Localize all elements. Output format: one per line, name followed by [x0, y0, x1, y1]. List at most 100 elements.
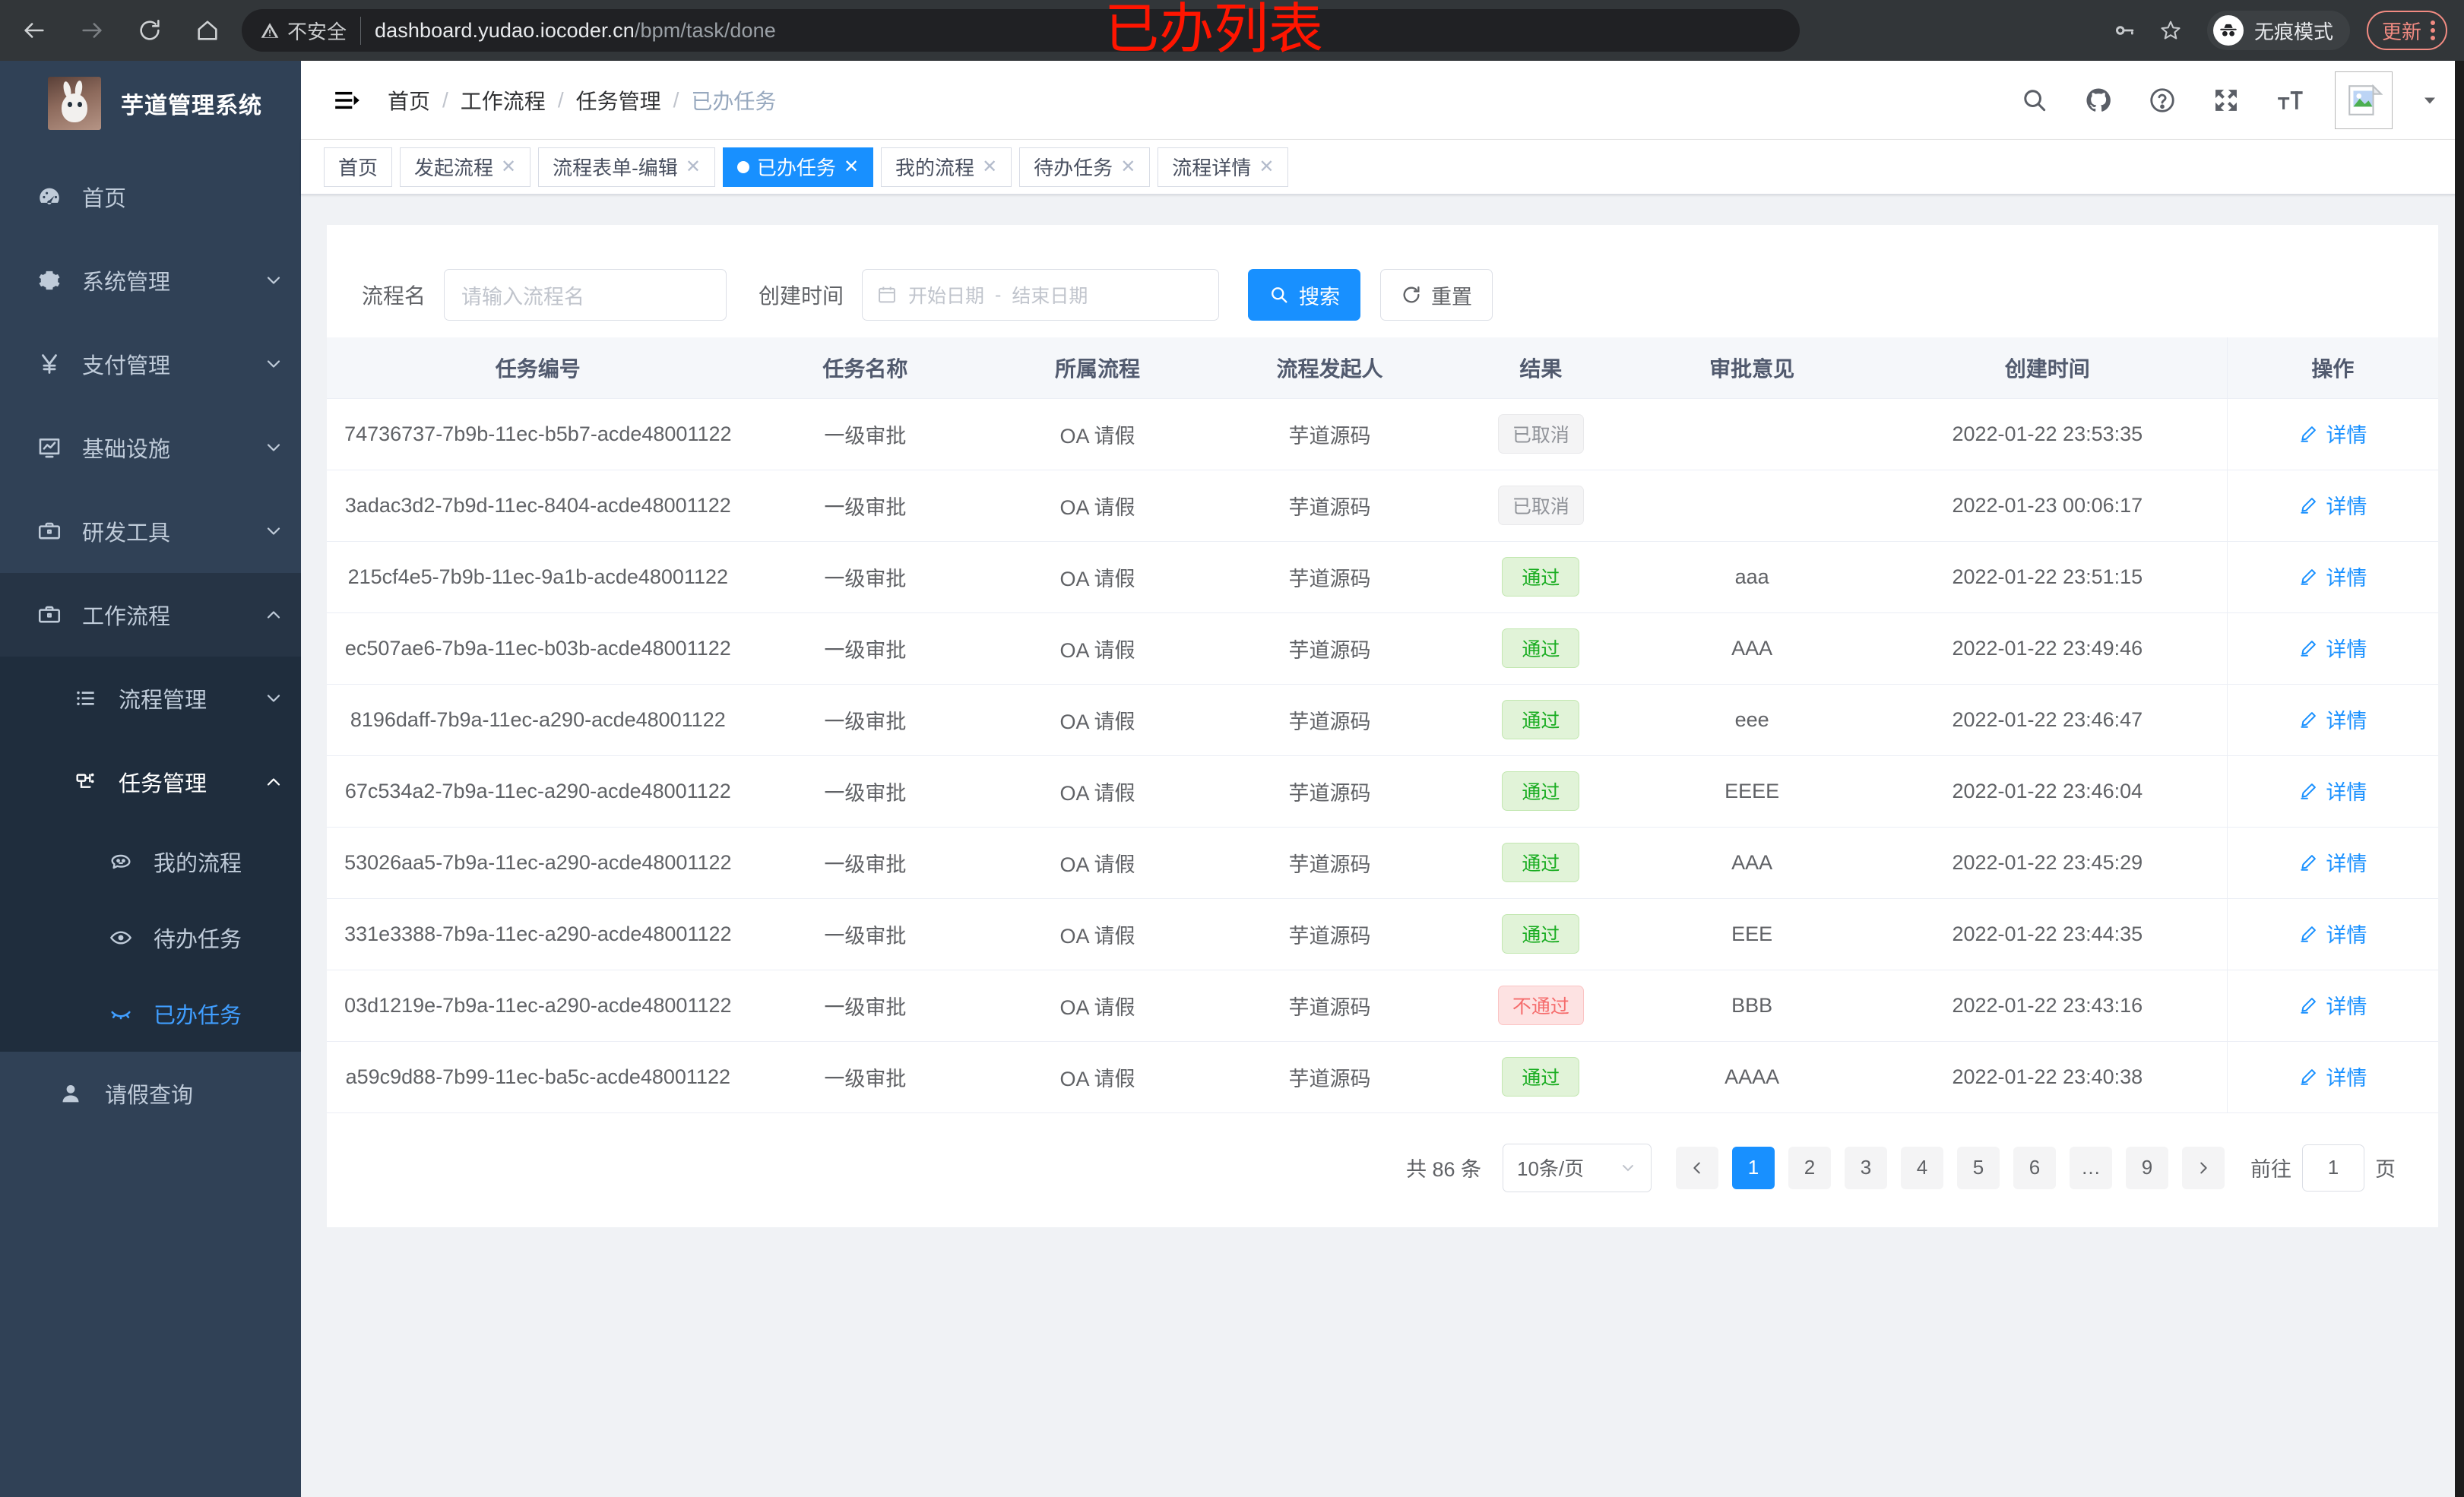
- page-button-5[interactable]: 5: [1957, 1146, 2000, 1189]
- chrome-menu-icon[interactable]: [2431, 21, 2435, 40]
- sidebar-item-task-management[interactable]: 任务管理: [0, 740, 301, 824]
- search-icon[interactable]: [2016, 81, 2054, 119]
- forward-button[interactable]: [74, 13, 109, 48]
- tab-process-detail[interactable]: 流程详情 ✕: [1158, 147, 1289, 187]
- cell-created-time: 2022-01-22 23:40:38: [1867, 1041, 2228, 1113]
- detail-button[interactable]: 详情: [2298, 1062, 2367, 1091]
- close-icon[interactable]: ✕: [843, 156, 860, 177]
- page-button-1[interactable]: 1: [1732, 1146, 1775, 1189]
- detail-button[interactable]: 详情: [2298, 990, 2367, 1020]
- github-icon[interactable]: [2079, 81, 2117, 119]
- create-time-label: 创建时间: [759, 284, 844, 308]
- next-page-button[interactable]: [2182, 1146, 2225, 1189]
- sidebar-item-home[interactable]: 首页: [0, 155, 301, 239]
- security-warning[interactable]: 不安全: [260, 16, 362, 45]
- home-button[interactable]: [190, 13, 225, 48]
- font-size-icon[interactable]: [2271, 81, 2309, 119]
- back-button[interactable]: [17, 13, 52, 48]
- hamburger-fold-icon[interactable]: [327, 80, 368, 121]
- sidebar-brand[interactable]: 芋道管理系统: [0, 61, 301, 146]
- yuan-currency-icon: [26, 351, 73, 377]
- avatar[interactable]: [2335, 71, 2393, 129]
- sidebar-item-workflow[interactable]: 工作流程: [0, 573, 301, 657]
- password-key-icon[interactable]: [2105, 11, 2145, 50]
- page-ellipsis-button[interactable]: …: [2070, 1146, 2112, 1189]
- detail-button[interactable]: 详情: [2298, 919, 2367, 948]
- tab-done-task[interactable]: 已办任务 ✕: [722, 147, 874, 187]
- detail-button-label: 详情: [2326, 924, 2367, 948]
- status-badge: 已取消: [1497, 414, 1584, 454]
- jump-page-input[interactable]: 1: [2302, 1144, 2364, 1192]
- tab-label: 我的流程: [895, 157, 975, 179]
- page-button-2[interactable]: 2: [1788, 1146, 1831, 1189]
- close-icon[interactable]: ✕: [1120, 156, 1136, 177]
- cell-process: OA 请假: [981, 827, 1214, 899]
- reload-button[interactable]: [132, 13, 167, 48]
- cell-task-name: 一级审批: [749, 898, 982, 970]
- tab-start-process[interactable]: 发起流程 ✕: [400, 147, 531, 187]
- tab-process-form-edit[interactable]: 流程表单-编辑 ✕: [538, 147, 715, 187]
- sidebar-item-payment[interactable]: 支付管理: [0, 322, 301, 406]
- page-button-4[interactable]: 4: [1901, 1146, 1943, 1189]
- tab-todo-task[interactable]: 待办任务 ✕: [1019, 147, 1151, 187]
- fullscreen-icon[interactable]: [2207, 81, 2245, 119]
- chevron-up-icon: [246, 771, 301, 793]
- incognito-indicator[interactable]: 无痕模式: [2206, 11, 2350, 50]
- start-date-placeholder: 开始日期: [908, 286, 985, 307]
- close-icon[interactable]: ✕: [1259, 156, 1275, 177]
- detail-button[interactable]: 详情: [2298, 419, 2367, 448]
- tab-bar: 首页 发起流程 ✕ 流程表单-编辑 ✕ 已办任务 ✕ 我的流程 ✕ 待办任务 ✕ 流程详情…: [301, 140, 2464, 195]
- update-button[interactable]: 更新: [2366, 11, 2447, 50]
- close-icon[interactable]: ✕: [501, 156, 517, 177]
- sidebar-item-system[interactable]: 系统管理: [0, 239, 301, 322]
- sidebar-item-my-process[interactable]: 我的流程: [0, 824, 301, 900]
- search-button[interactable]: 搜索: [1248, 269, 1361, 321]
- detail-button[interactable]: 详情: [2298, 633, 2367, 663]
- detail-button[interactable]: 详情: [2298, 490, 2367, 520]
- process-name-input[interactable]: 请输入流程名: [444, 269, 727, 321]
- bookmark-star-icon[interactable]: [2151, 11, 2190, 50]
- detail-button-label: 详情: [2326, 638, 2367, 662]
- chevron-down-icon[interactable]: [2418, 91, 2441, 109]
- sidebar-item-devtools[interactable]: 研发工具: [0, 489, 301, 573]
- prev-page-button[interactable]: [1676, 1146, 1718, 1189]
- table-row: 03d1219e-7b9a-11ec-a290-acde48001122 一级审批…: [327, 970, 2438, 1042]
- sidebar-item-leave-query[interactable]: 请假查询: [0, 1052, 301, 1135]
- create-time-range-picker[interactable]: 开始日期 - 结束日期: [862, 269, 1220, 321]
- cell-initiator: 芋道源码: [1213, 755, 1446, 828]
- help-circle-icon[interactable]: [2143, 81, 2181, 119]
- page-button-6[interactable]: 6: [2013, 1146, 2056, 1189]
- sidebar-item-process-management[interactable]: 流程管理: [0, 657, 301, 740]
- breadcrumb-item-1[interactable]: 首页: [388, 89, 431, 113]
- breadcrumb-separator: /: [442, 87, 448, 112]
- url-path: /bpm/task/done: [634, 18, 776, 42]
- cell-created-time: 2022-01-22 23:46:47: [1867, 684, 2228, 756]
- detail-button[interactable]: 详情: [2298, 847, 2367, 877]
- detail-button[interactable]: 详情: [2298, 562, 2367, 591]
- close-icon[interactable]: ✕: [982, 156, 998, 177]
- sidebar-item-infrastructure[interactable]: 基础设施: [0, 406, 301, 489]
- cell-created-time: 2022-01-22 23:53:35: [1867, 398, 2228, 470]
- page-button-9[interactable]: 9: [2126, 1146, 2168, 1189]
- sidebar-item-todo-task[interactable]: 待办任务: [0, 900, 301, 976]
- page-size-select[interactable]: 10条/页: [1503, 1143, 1652, 1192]
- tab-home[interactable]: 首页: [324, 147, 393, 187]
- sidebar-item-done-task[interactable]: 已办任务: [0, 976, 301, 1052]
- cell-initiator: 芋道源码: [1213, 612, 1446, 685]
- tab-my-process[interactable]: 我的流程 ✕: [881, 147, 1012, 187]
- breadcrumb-item-3[interactable]: 任务管理: [575, 89, 661, 113]
- cell-actions: 详情: [2226, 827, 2438, 899]
- page-button-3[interactable]: 3: [1845, 1146, 1887, 1189]
- cell-created-time: 2022-01-22 23:43:16: [1867, 970, 2228, 1042]
- detail-button[interactable]: 详情: [2298, 776, 2367, 805]
- column-header-initiator: 流程发起人: [1213, 337, 1446, 399]
- cell-process: OA 请假: [981, 970, 1214, 1042]
- reset-button[interactable]: 重置: [1380, 269, 1493, 321]
- close-icon[interactable]: ✕: [685, 156, 701, 177]
- jump-label: 前往: [2250, 1158, 2291, 1181]
- sidebar-subitem-label: 任务管理: [119, 772, 207, 796]
- breadcrumb-item-2[interactable]: 工作流程: [460, 89, 546, 113]
- address-bar[interactable]: 不安全 dashboard.yudao.iocoder.cn/bpm/task/…: [242, 9, 1800, 52]
- detail-button[interactable]: 详情: [2298, 704, 2367, 734]
- cell-initiator: 芋道源码: [1213, 398, 1446, 470]
